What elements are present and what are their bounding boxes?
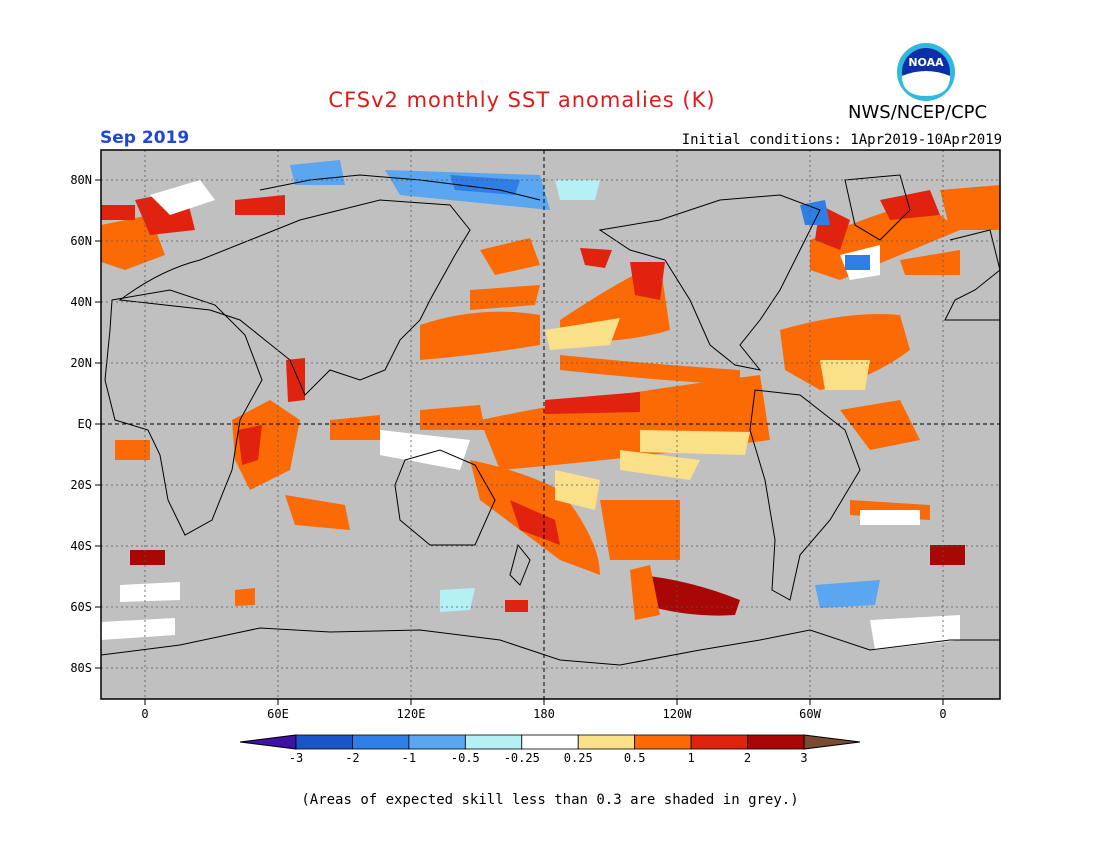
graticule (101, 150, 1000, 699)
colorbar-label: 2 (743, 751, 752, 765)
colorbar-min-arrow (239, 734, 297, 750)
valid-month-label: Sep 2019 (100, 128, 190, 148)
colorbar-swatch (295, 734, 353, 750)
equator-dateline (101, 150, 1000, 699)
colorbar-label: 1 (687, 751, 695, 765)
colorbar-swatch (352, 734, 410, 750)
colorbar-label: 3 (800, 751, 808, 765)
axis-ticks (95, 179, 944, 705)
organization-label: NWS/NCEP/CPC (848, 102, 988, 123)
colorbar-swatch (577, 734, 636, 750)
lon-label: 60W (799, 707, 821, 721)
colorbar-label: 0.25 (563, 751, 593, 765)
lat-label: 60N (70, 234, 92, 248)
colorbar-label: -2 (345, 751, 360, 765)
colorbar-label: -3 (288, 751, 304, 765)
lat-label: 40N (70, 295, 92, 309)
initial-conditions-label: Initial conditions: 1Apr2019-10Apr2019 (681, 132, 1002, 148)
skill-note: (Areas of expected skill less than 0.3 a… (301, 792, 799, 808)
colorbar-swatch (690, 734, 748, 750)
colorbar-label: -1 (401, 751, 417, 765)
lon-label: 0 (939, 707, 947, 721)
colorbar-swatch (634, 734, 692, 750)
colorbar-swatch (408, 734, 466, 750)
colorbar-label: -0.25 (503, 751, 540, 765)
colorbar-label: -0.5 (450, 751, 480, 765)
colorbar-swatch (747, 734, 805, 750)
colorbar-swatch (464, 734, 523, 750)
lat-label: 80S (70, 661, 92, 675)
lat-label: EQ (77, 417, 92, 431)
lat-label: 20S (70, 478, 92, 492)
lon-label: 60E (267, 707, 289, 721)
noaa-logo-text: NOAA (908, 56, 944, 69)
lat-label: 20N (70, 356, 92, 370)
lon-label: 120W (662, 707, 692, 721)
lon-label: 180 (533, 707, 555, 721)
lon-label: 120E (396, 707, 426, 721)
lat-label: 60S (70, 600, 92, 614)
chart-title: CFSv2 monthly SST anomalies (K) (328, 88, 716, 112)
lat-label: 80N (70, 173, 92, 187)
colorbar-label: 0.5 (623, 751, 646, 765)
lat-label: 40S (70, 539, 92, 553)
lon-label: 0 (141, 707, 149, 721)
anomaly-shading (101, 160, 1000, 650)
colorbar-swatch (521, 734, 579, 750)
colorbar-max-arrow (803, 734, 861, 750)
noaa-logo: NOAA (897, 43, 955, 101)
